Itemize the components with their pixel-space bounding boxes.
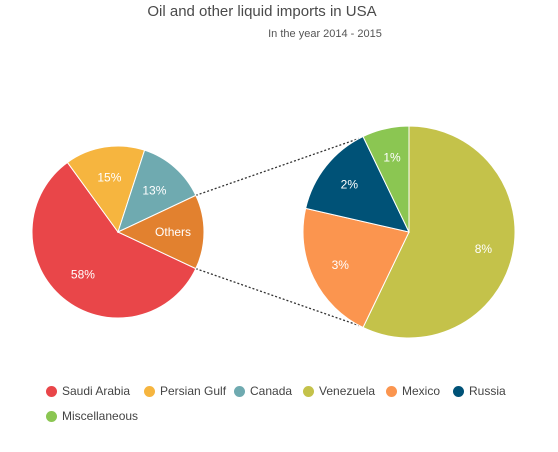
chart-title: Oil and other liquid imports in USA bbox=[147, 3, 377, 20]
legend-label: Mexico bbox=[402, 384, 441, 398]
legend-label: Venezuela bbox=[319, 384, 376, 398]
legend-swatch bbox=[303, 385, 314, 397]
legend-swatch bbox=[453, 385, 464, 397]
legend-item-persian-gulf[interactable]: Persian Gulf bbox=[144, 384, 226, 398]
detail-slice-russia[interactable] bbox=[305, 135, 410, 233]
detail-pie: 8% 3% 2% 1% bbox=[302, 125, 516, 339]
main-slice-persian-gulf[interactable] bbox=[66, 145, 146, 234]
main-slice-canada[interactable] bbox=[117, 149, 197, 233]
legend-label: Persian Gulf bbox=[160, 384, 227, 398]
legend-label: Russia bbox=[469, 384, 506, 398]
legend-item-miscellaneous[interactable]: Miscellaneous bbox=[46, 409, 138, 423]
main-label-saudi-arabia: 58% bbox=[71, 267, 95, 281]
detail-slice-venezuela[interactable] bbox=[362, 125, 516, 339]
legend-swatch bbox=[144, 385, 155, 397]
connector-bottom bbox=[195, 268, 360, 327]
legend-label: Canada bbox=[250, 384, 293, 398]
detail-label-miscellaneous: 1% bbox=[383, 151, 401, 165]
legend-label: Saudi Arabia bbox=[62, 384, 131, 398]
connector-top bbox=[195, 137, 360, 196]
legend-swatch bbox=[234, 385, 245, 397]
main-slice-saudi-arabia[interactable] bbox=[31, 161, 197, 319]
legend-item-mexico[interactable]: Mexico bbox=[386, 384, 440, 398]
main-label-others: Others bbox=[155, 225, 191, 239]
legend-swatch bbox=[46, 385, 57, 397]
legend-swatch bbox=[386, 385, 397, 397]
chart-subtitle: In the year 2014 - 2015 bbox=[268, 28, 382, 40]
detail-slice-miscellaneous[interactable] bbox=[362, 125, 410, 233]
main-pie: 58% 15% 13% Others bbox=[31, 145, 205, 319]
detail-label-venezuela: 8% bbox=[475, 242, 493, 256]
main-slice-others[interactable] bbox=[116, 194, 205, 270]
detail-slice-mexico[interactable] bbox=[302, 207, 410, 329]
main-label-canada: 13% bbox=[142, 184, 166, 198]
main-label-persian-gulf: 15% bbox=[97, 171, 121, 185]
legend-swatch bbox=[46, 410, 57, 422]
legend-item-russia[interactable]: Russia bbox=[453, 384, 506, 398]
pie-of-pie-chart: 58% 15% 13% Others 8% 3% 2% 1% bbox=[31, 125, 516, 339]
legend-label: Miscellaneous bbox=[62, 409, 139, 423]
detail-label-russia: 2% bbox=[341, 177, 359, 191]
legend-item-venezuela[interactable]: Venezuela bbox=[303, 384, 375, 398]
connector-lines bbox=[195, 137, 360, 327]
legend-item-canada[interactable]: Canada bbox=[234, 384, 292, 398]
detail-label-mexico: 3% bbox=[332, 258, 350, 272]
legend-item-saudi-arabia[interactable]: Saudi Arabia bbox=[46, 384, 130, 398]
